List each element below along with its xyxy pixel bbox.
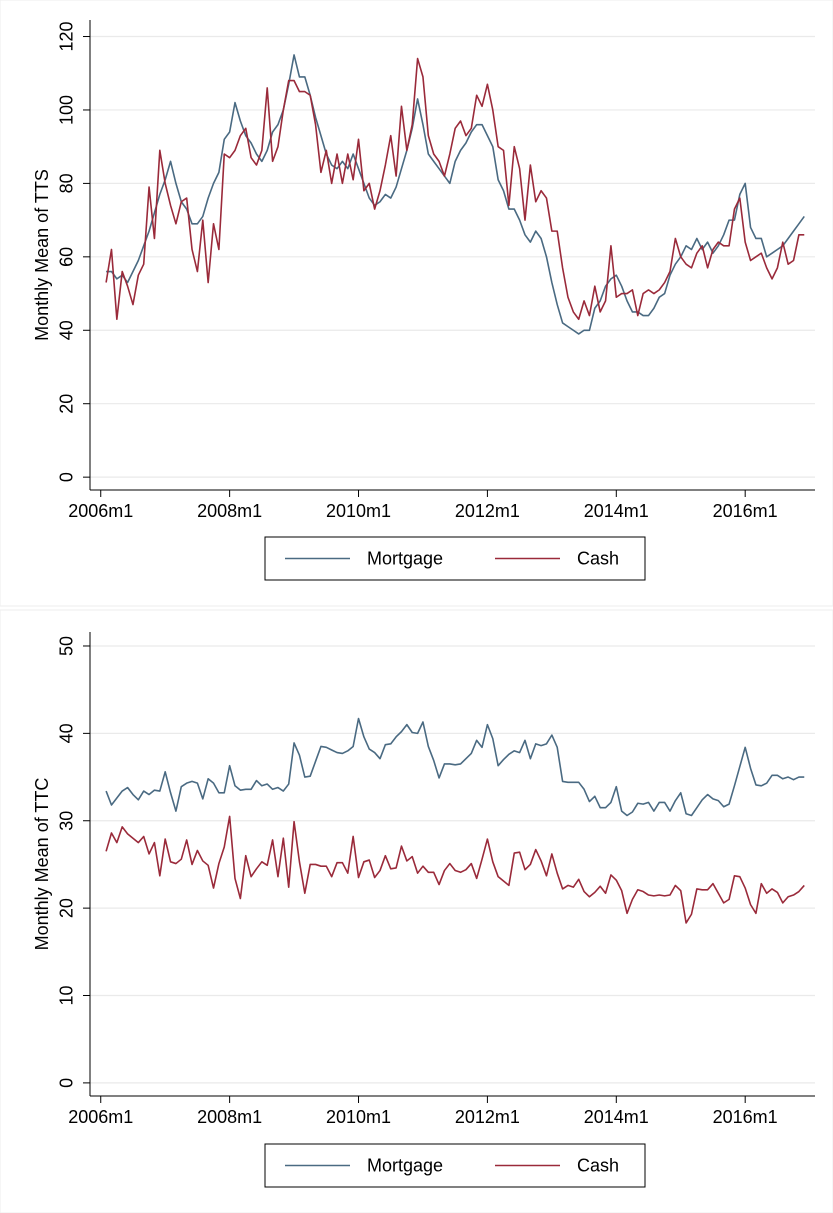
legend-label: Cash <box>577 1155 619 1175</box>
x-tick-label: 2016m1 <box>713 1107 778 1127</box>
series-line <box>106 54 805 335</box>
x-tick-label: 2014m1 <box>584 501 649 521</box>
y-tick-label: 50 <box>57 636 77 656</box>
x-tick-label: 2012m1 <box>455 501 520 521</box>
series-line <box>105 717 805 817</box>
x-tick-label: 2008m1 <box>197 1107 262 1127</box>
x-tick-label: 2016m1 <box>713 501 778 521</box>
series-line <box>105 57 805 321</box>
x-tick-label: 2010m1 <box>326 1107 391 1127</box>
x-tick-label: 2008m1 <box>197 501 262 521</box>
legend-label: Cash <box>577 548 619 568</box>
x-tick-label: 2014m1 <box>584 1107 649 1127</box>
y-tick-label: 40 <box>57 723 77 743</box>
x-tick-label: 2006m1 <box>68 1107 133 1127</box>
y-tick-label: 60 <box>57 247 77 267</box>
x-tick-label: 2006m1 <box>68 501 133 521</box>
y-tick-label: 80 <box>57 173 77 193</box>
y-tick-label: 120 <box>57 22 77 52</box>
y-axis-label: Monthly Mean of TTS <box>32 169 52 341</box>
legend-label: Mortgage <box>367 1155 443 1175</box>
y-axis-label: Monthly Mean of TTC <box>32 778 52 951</box>
y-tick-label: 20 <box>57 898 77 918</box>
y-tick-label: 0 <box>57 472 77 482</box>
y-tick-label: 10 <box>57 985 77 1005</box>
y-tick-label: 0 <box>57 1078 77 1088</box>
y-tick-label: 40 <box>57 320 77 340</box>
y-tick-label: 30 <box>57 811 77 831</box>
y-tick-label: 100 <box>57 95 77 125</box>
legend-label: Mortgage <box>367 548 443 568</box>
series-line <box>105 815 805 924</box>
y-tick-label: 20 <box>57 394 77 414</box>
x-tick-label: 2010m1 <box>326 501 391 521</box>
panel <box>0 609 833 1213</box>
x-tick-label: 2012m1 <box>455 1107 520 1127</box>
